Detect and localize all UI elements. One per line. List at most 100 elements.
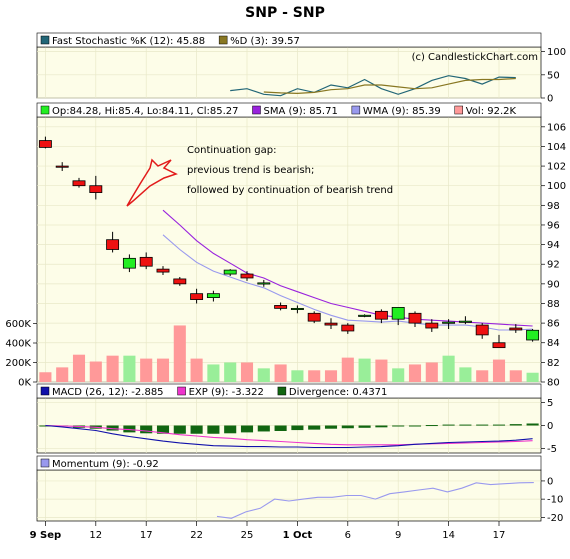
candle-body [307, 312, 321, 322]
annotation-arrow [126, 158, 178, 207]
divergence-bar [123, 425, 136, 433]
candle-body [55, 165, 69, 168]
divergence-bar [425, 425, 438, 427]
candle-body [139, 256, 153, 267]
candle-body [206, 293, 220, 298]
legend-swatch [40, 386, 50, 396]
volume-bar [291, 370, 304, 382]
macd-line [45, 424, 533, 449]
y-tick-label: 106 [547, 122, 566, 133]
candle-body [274, 305, 288, 309]
candle-body [442, 321, 456, 324]
annotation-text: previous trend is bearish; [187, 165, 314, 176]
volume-bar [89, 361, 102, 382]
divergence-bar [106, 425, 119, 431]
volume-bar [509, 370, 522, 382]
legend-swatch [40, 105, 50, 115]
legend-bar [36, 102, 542, 118]
candle-body [290, 307, 304, 310]
volume-bar [207, 364, 220, 382]
legend-swatch [218, 35, 228, 45]
candle-body [173, 278, 187, 285]
y-tick-label: 0 [547, 94, 553, 105]
volume-bar [106, 355, 119, 382]
divergence-bar [408, 425, 422, 427]
volume-bar [257, 368, 270, 382]
volume-bar [173, 325, 186, 382]
y-tick-label: 5 [547, 398, 553, 409]
legend-swatch [40, 35, 50, 45]
divergence-bar [392, 425, 405, 427]
divergence-bar [526, 423, 539, 426]
divergence-bar [341, 425, 354, 429]
candle-body [257, 282, 271, 285]
wma-line [162, 234, 533, 331]
legend-label: Op:84.28, Hi:85.4, Lo:84.11, Cl:85.27 [52, 106, 239, 117]
divergence-bar [156, 425, 170, 434]
candle-body [408, 312, 422, 324]
candle-body [475, 324, 489, 336]
divergence-bar [274, 425, 287, 431]
x-tick-label: 12 [89, 530, 102, 541]
divergence-bar [509, 424, 522, 426]
y-tick-label: 90 [547, 279, 560, 290]
divergence-bar [492, 424, 506, 426]
volume-bar [190, 358, 203, 382]
legend-label: EXP (9): -3.322 [189, 387, 264, 398]
y-tick-label: 0 [547, 476, 553, 487]
volume-bar [224, 362, 237, 382]
y-tick-label: 82 [547, 358, 560, 369]
candle-body [38, 140, 52, 148]
candle-body [156, 268, 170, 273]
candle-body [391, 307, 405, 320]
divergence-bar [476, 424, 489, 426]
macd-exp-line [45, 424, 533, 446]
x-axis: 9 Sep 12 17 22 25 1 Oct 6 9 14 17 [30, 521, 505, 541]
annotation-text: followed by continuation of bearish tren… [187, 185, 393, 196]
x-tick-label: 9 [395, 530, 401, 541]
volume-bar [39, 372, 52, 382]
volume-bar [476, 370, 489, 382]
candle-body [240, 273, 254, 279]
legend-bar [36, 383, 542, 399]
volume-bar [324, 370, 338, 382]
divergence-bar [240, 425, 254, 433]
watermark: (c) CandlestickChart.com [412, 52, 538, 63]
volume-bar [392, 368, 405, 382]
divergence-bar [224, 425, 237, 434]
annotation-text: Continuation gap: [187, 145, 276, 156]
volume-bar [240, 362, 254, 382]
volume-bar [408, 364, 422, 382]
volume-bar [274, 364, 287, 382]
y-tick-label: -5 [547, 444, 557, 455]
volume-tick-label: 600K [5, 319, 31, 330]
stoch-d-line [263, 77, 516, 95]
x-tick-label: 25 [241, 530, 254, 541]
volume-tick-label: 200K [5, 358, 31, 369]
y-tick-label: -20 [547, 513, 563, 524]
x-tick-label: 1 Oct [283, 530, 313, 541]
candle-body [72, 180, 86, 187]
volume-bar [425, 362, 438, 382]
divergence-bar [140, 425, 153, 434]
chart-title: SNP - SNP [245, 5, 325, 21]
y-tick-label: 100 [547, 181, 566, 192]
x-tick-label: 22 [190, 530, 203, 541]
volume-bar [459, 367, 472, 382]
volume-bar [442, 355, 455, 382]
legend-swatch [252, 105, 261, 115]
divergence-bar [459, 424, 472, 426]
volume-bar [375, 359, 388, 382]
legend-label: SMA (9): 85.71 [264, 106, 338, 117]
legend-bar [36, 32, 542, 48]
divergence-bar [442, 424, 455, 426]
legend-label: Divergence: 0.4371 [289, 387, 388, 398]
y-tick-label: 92 [547, 260, 560, 271]
legend-swatch [351, 105, 361, 115]
legend-label: WMA (9): 85.39 [363, 106, 441, 117]
legend-label: MACD (26, 12): -2.885 [52, 387, 164, 398]
y-tick-label: 96 [547, 220, 560, 231]
volume-bar [341, 357, 354, 382]
divergence-bar [324, 425, 338, 429]
